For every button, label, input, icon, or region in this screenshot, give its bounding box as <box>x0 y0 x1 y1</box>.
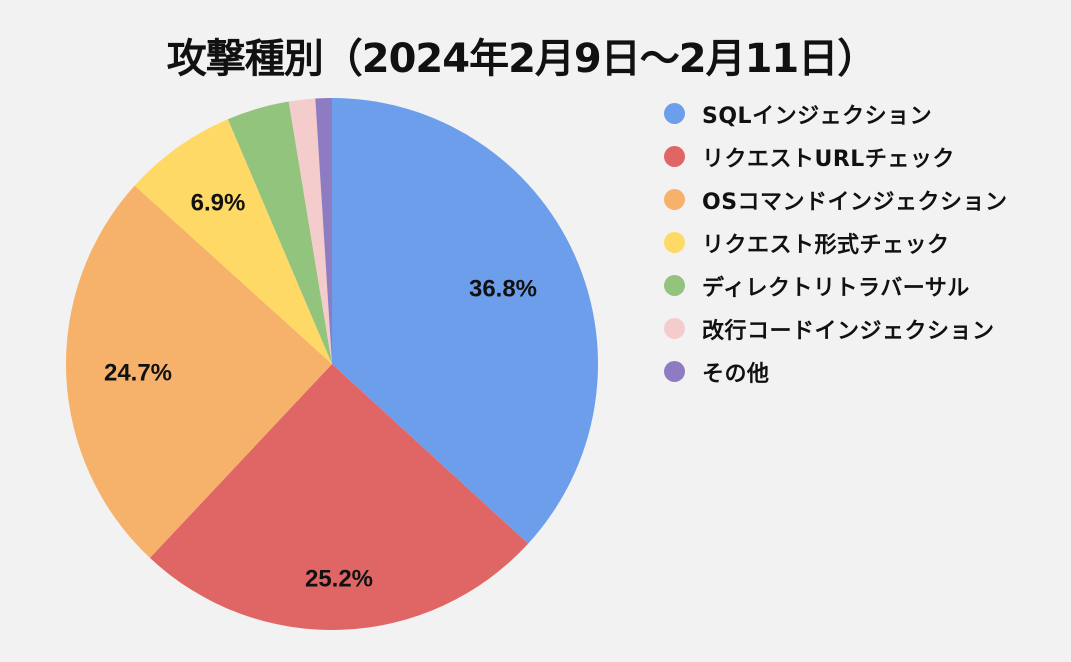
legend-item: リクエスト形式チェック <box>664 221 1008 264</box>
pie-slice-label: 25.2% <box>305 565 373 592</box>
chart-title: 攻撃種別（2024年2月9日～2月11日） <box>0 26 1071 84</box>
pie-slice-label: 6.9% <box>191 189 246 216</box>
legend-dot-icon <box>664 232 685 253</box>
pie-slice <box>227 101 332 365</box>
legend-dot-icon <box>664 103 685 124</box>
legend-dot-icon <box>664 361 685 382</box>
legend-dot-icon <box>664 318 685 339</box>
legend-item: ディレクトリトラバーサル <box>664 264 1008 307</box>
legend-label: その他 <box>702 361 770 387</box>
legend-item: SQLインジェクション <box>664 92 1008 135</box>
pie-slice <box>65 185 332 558</box>
pie-slice-label: 24.7% <box>104 359 172 386</box>
legend-item: その他 <box>664 350 1008 393</box>
legend-dot-icon <box>664 275 685 296</box>
legend-label: リクエストURLチェック <box>702 146 955 172</box>
pie-slice <box>332 98 598 544</box>
legend-dot-icon <box>664 146 685 167</box>
legend-dot-icon <box>664 189 685 210</box>
pie-slice <box>149 364 529 630</box>
legend: SQLインジェクション リクエストURLチェック OSコマンドインジェクション … <box>664 92 1008 393</box>
legend-label: リクエスト形式チェック <box>702 232 950 258</box>
chart-title-text: 攻撃種別（2024年2月9日～2月11日） <box>166 36 877 82</box>
pie-slices <box>65 98 598 630</box>
legend-item: OSコマンドインジェクション <box>664 178 1008 221</box>
pie-slice <box>134 119 332 365</box>
legend-item: 改行コードインジェクション <box>664 307 1008 350</box>
legend-label: OSコマンドインジェクション <box>702 189 1008 215</box>
legend-label: ディレクトリトラバーサル <box>702 275 970 301</box>
legend-label: SQLインジェクション <box>702 103 933 129</box>
legend-item: リクエストURLチェック <box>664 135 1008 178</box>
legend-label: 改行コードインジェクション <box>702 318 995 344</box>
pie-labels: 36.8% 25.2% 24.7% 6.9% <box>104 189 537 592</box>
pie-slice-label: 36.8% <box>469 275 537 302</box>
pie-slice <box>315 98 332 364</box>
pie-slice <box>288 98 332 364</box>
